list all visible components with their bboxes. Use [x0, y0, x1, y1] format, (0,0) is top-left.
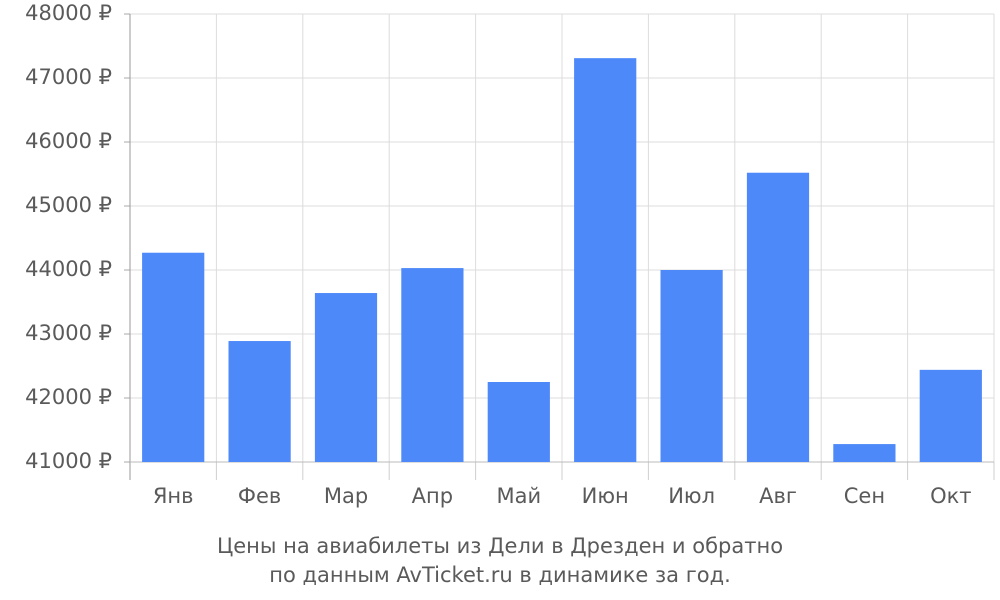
y-tick-label: 45000 ₽ [25, 193, 112, 217]
chart-subtitle: по данным AvTicket.ru в динамике за год. [269, 563, 731, 587]
bar [314, 293, 378, 462]
x-tick-label: Июл [668, 484, 715, 508]
y-tick-label: 46000 ₽ [25, 129, 112, 153]
bar [228, 341, 291, 462]
y-tick-label: 47000 ₽ [25, 65, 112, 89]
bar [833, 444, 896, 462]
y-tick-label: 48000 ₽ [25, 1, 112, 25]
x-tick-label: Апр [412, 484, 453, 508]
x-tick-label: Авг [759, 484, 797, 508]
x-tick-label: Мар [324, 484, 368, 508]
x-tick-label: Май [496, 484, 541, 508]
y-tick-label: 44000 ₽ [25, 257, 112, 281]
chart-title: Цены на авиабилеты из Дели в Дрезден и о… [217, 534, 783, 558]
x-tick-label: Окт [930, 484, 971, 508]
x-tick-label: Янв [153, 484, 194, 508]
bar [401, 268, 464, 462]
bar [142, 252, 205, 462]
bar [660, 270, 723, 462]
bar [574, 58, 637, 462]
bar [487, 382, 550, 462]
bar [919, 369, 982, 462]
x-tick-label: Фев [238, 484, 281, 508]
y-tick-label: 42000 ₽ [25, 385, 112, 409]
x-tick-label: Сен [844, 484, 885, 508]
y-tick-label: 41000 ₽ [25, 449, 112, 473]
x-tick-label: Июн [582, 484, 629, 508]
bar [746, 172, 810, 462]
y-tick-label: 43000 ₽ [25, 321, 112, 345]
